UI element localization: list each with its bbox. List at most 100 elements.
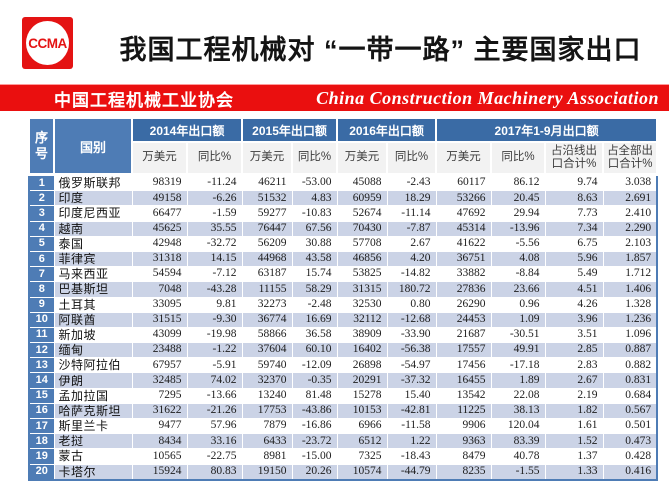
country-name: 沙特阿拉伯 [53, 357, 133, 374]
data-cell: 0.80 [386, 296, 437, 313]
data-cell: 60.10 [291, 342, 338, 359]
table-row: 6 菲律宾 31318 14.15 44968 43.58 46856 4.20 36751 4.… [28, 250, 658, 268]
data-cell: -7.12 [186, 266, 243, 283]
data-cell: 4.08 [490, 250, 546, 268]
subcol-2016-yoy: 同比% [386, 141, 438, 176]
data-cell: 2.67 [544, 372, 604, 389]
data-cell: 7.73 [544, 205, 604, 222]
data-cell: 56209 [241, 235, 293, 252]
data-cell: -0.35 [291, 372, 338, 389]
country-name: 蒙古 [53, 448, 133, 465]
data-cell: 43.58 [291, 250, 338, 268]
country-name: 土耳其 [53, 296, 133, 313]
data-cell: 83.39 [490, 433, 546, 450]
slide-header: CCMA 我国工程机械对 “一带一路” 主要国家出口 [0, 0, 669, 84]
country-name: 新加坡 [53, 326, 133, 344]
table-header: 序号 国别 2014年出口额 2015年出口额 2016年出口额 2017年1-… [28, 117, 659, 176]
data-cell: 2.103 [602, 235, 658, 252]
col-group-2014: 2014年出口额 [130, 117, 244, 143]
row-index: 12 [28, 342, 55, 359]
data-cell: 9906 [435, 417, 492, 435]
data-cell: -5.56 [490, 235, 546, 252]
data-cell: 4.51 [544, 281, 604, 298]
data-cell: -18.43 [386, 448, 437, 465]
data-cell: 6512 [336, 433, 388, 450]
row-index: 5 [28, 235, 55, 252]
subcol-2017-yoy: 同比% [490, 141, 547, 176]
data-cell: 8981 [241, 448, 293, 465]
data-cell: -33.90 [386, 326, 437, 344]
data-cell: 15.74 [291, 266, 338, 283]
data-cell: 8479 [435, 448, 492, 465]
data-cell: 2.19 [544, 387, 604, 404]
data-cell: 44968 [241, 250, 293, 268]
data-cell: 60117 [435, 173, 492, 192]
data-cell: 33095 [131, 296, 188, 313]
data-cell: 0.567 [602, 402, 658, 420]
data-cell: 16455 [435, 372, 492, 389]
data-cell: 1.712 [602, 266, 658, 283]
data-cell: 2.85 [544, 342, 604, 359]
data-cell: 8.63 [544, 190, 604, 207]
data-cell: 29.94 [490, 205, 546, 222]
row-index: 14 [28, 372, 55, 389]
data-cell: 9477 [131, 417, 188, 435]
data-cell: 57.96 [186, 417, 243, 435]
data-cell: 7295 [131, 387, 188, 404]
data-cell: -53.00 [291, 173, 338, 192]
data-cell: 14.15 [186, 250, 243, 268]
banner-chinese-name: 中国工程机械工业协会 [54, 90, 234, 110]
data-cell: 17456 [435, 357, 492, 374]
table-row: 13 沙特阿拉伯 67957 -5.91 59740 -12.09 26898 -54.97 1… [28, 357, 658, 374]
data-cell: 49.91 [490, 342, 546, 359]
data-cell: 42948 [131, 235, 188, 252]
data-cell: 58866 [241, 326, 293, 344]
data-cell: 3.51 [544, 326, 604, 344]
data-cell: 9.81 [186, 296, 243, 313]
export-table: 序号 国别 2014年出口额 2015年出口额 2016年出口额 2017年1-… [28, 117, 659, 481]
row-index: 9 [28, 296, 55, 313]
country-name: 巴基斯坦 [53, 281, 133, 298]
data-cell: 46856 [336, 250, 388, 268]
data-cell: 60959 [336, 190, 388, 207]
country-name: 缅甸 [53, 342, 133, 359]
data-cell: -9.30 [186, 311, 243, 328]
data-cell: 15.40 [386, 387, 437, 404]
data-cell: 53825 [336, 266, 388, 283]
data-cell: 1.37 [544, 448, 604, 465]
country-name: 伊朗 [53, 372, 133, 389]
data-cell: 36751 [435, 250, 492, 268]
subcol-2014-usd: 万美元 [131, 141, 188, 176]
data-cell: 10565 [131, 448, 188, 465]
data-cell: 27836 [435, 281, 492, 298]
data-cell: 1.52 [544, 433, 604, 450]
country-name: 印度尼西亚 [53, 205, 133, 222]
country-name: 俄罗斯联邦 [53, 173, 133, 192]
data-cell: -22.75 [186, 448, 243, 465]
data-cell: 1.857 [602, 250, 658, 268]
table-row: 12 缅甸 23488 -1.22 37604 60.10 16402 -56.38 17557… [28, 342, 658, 359]
data-cell: -2.43 [386, 173, 437, 192]
data-cell: 13542 [435, 387, 492, 404]
data-cell: 10153 [336, 402, 388, 420]
data-cell: 9363 [435, 433, 492, 450]
data-cell: 32370 [241, 372, 293, 389]
data-cell: 15278 [336, 387, 388, 404]
data-cell: -10.83 [291, 205, 338, 222]
data-cell: 0.96 [490, 296, 546, 313]
data-cell: 35.55 [186, 220, 243, 237]
data-cell: -11.58 [386, 417, 437, 435]
col-group-2017: 2017年1-9月出口额 [435, 117, 659, 143]
data-cell: 23488 [131, 342, 188, 359]
data-cell: 16402 [336, 342, 388, 359]
data-cell: 45625 [131, 220, 188, 237]
data-cell: 31318 [131, 250, 188, 268]
data-cell: -8.84 [490, 266, 546, 283]
data-cell: 52674 [336, 205, 388, 222]
table-row: 1 俄罗斯联邦 98319 -11.24 46211 -53.00 45088 -2.43 60… [28, 173, 658, 192]
col-header-index: 序号 [28, 117, 55, 176]
data-cell: -30.51 [490, 326, 546, 344]
data-cell: -43.28 [186, 281, 243, 298]
data-cell: 2.410 [602, 205, 658, 222]
data-cell: 13240 [241, 387, 293, 404]
